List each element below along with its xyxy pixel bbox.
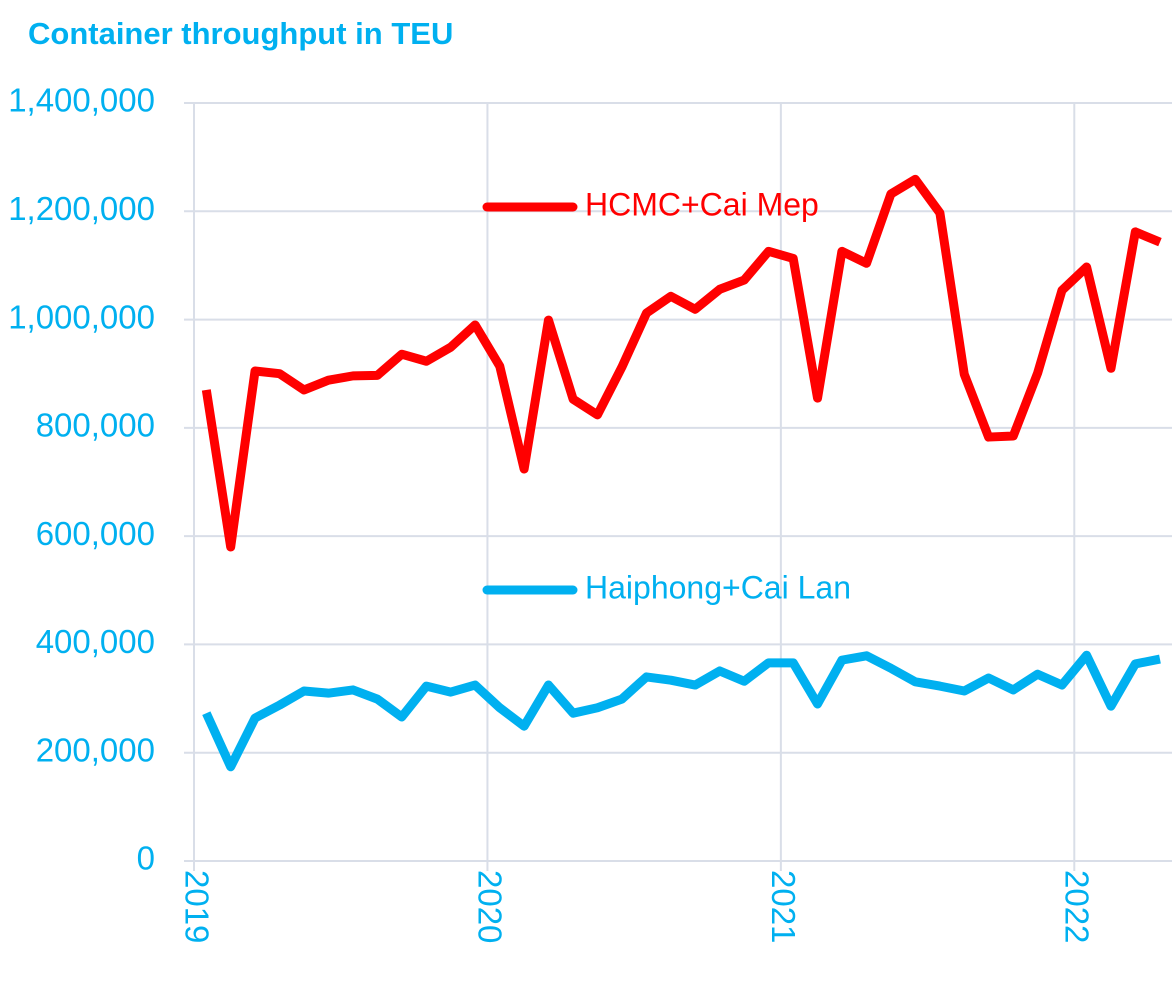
legend-label: Haiphong+Cai Lan [585, 569, 851, 605]
y-tick-label: 800,000 [36, 407, 155, 444]
y-tick-label: 0 [137, 840, 155, 877]
y-tick-label: 400,000 [36, 623, 155, 660]
y-tick-label: 600,000 [36, 515, 155, 552]
series-line [201, 174, 1162, 552]
y-tick-label: 200,000 [36, 731, 155, 768]
x-tick-label: 2022 [1059, 870, 1096, 943]
x-tick-label: 2021 [765, 870, 802, 943]
y-tick-label: 1,000,000 [8, 298, 155, 335]
legend-label: HCMC+Cai Mep [585, 186, 819, 222]
chart-title: Container throughput in TEU [28, 16, 453, 51]
y-tick-label: 1,200,000 [8, 190, 155, 227]
x-tick-label: 2019 [178, 870, 215, 943]
y-tick-label: 1,400,000 [8, 82, 155, 119]
series-line [202, 650, 1161, 772]
x-tick-label: 2020 [472, 870, 509, 943]
